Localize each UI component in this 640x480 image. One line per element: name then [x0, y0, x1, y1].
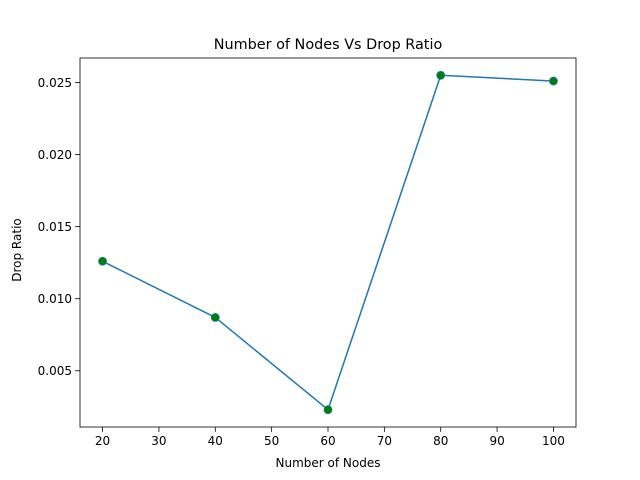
- data-point: [436, 70, 446, 80]
- y-axis-label: Drop Ratio: [10, 218, 24, 282]
- x-tick-label: 40: [208, 434, 223, 448]
- data-point: [549, 76, 558, 86]
- x-tick-label: 80: [433, 434, 448, 448]
- x-axis-label: Number of Nodes: [276, 456, 381, 470]
- chart-title: Number of Nodes Vs Drop Ratio: [214, 37, 443, 53]
- y-tick-label: 0.025: [38, 76, 72, 90]
- data-point: [323, 405, 333, 415]
- x-tick-label: 70: [377, 434, 392, 448]
- x-tick-label: 30: [151, 434, 166, 448]
- x-tick-label: 50: [264, 434, 279, 448]
- plot-area: 20 30 40 50 60 70 80 90 100 0.005 0.010 0.015 0.020 0…: [38, 57, 577, 448]
- x-tick-label: 60: [320, 434, 335, 448]
- y-tick-label: 0.005: [38, 364, 72, 378]
- x-tick-label: 100: [542, 434, 565, 448]
- y-tick-label: 0.020: [38, 148, 72, 162]
- x-tick-label: 90: [489, 434, 504, 448]
- y-tick-label: 0.010: [38, 292, 72, 306]
- data-point: [210, 313, 220, 322]
- y-tick-label: 0.015: [38, 220, 72, 234]
- x-tick-label: 20: [95, 434, 110, 448]
- data-point: [98, 256, 107, 266]
